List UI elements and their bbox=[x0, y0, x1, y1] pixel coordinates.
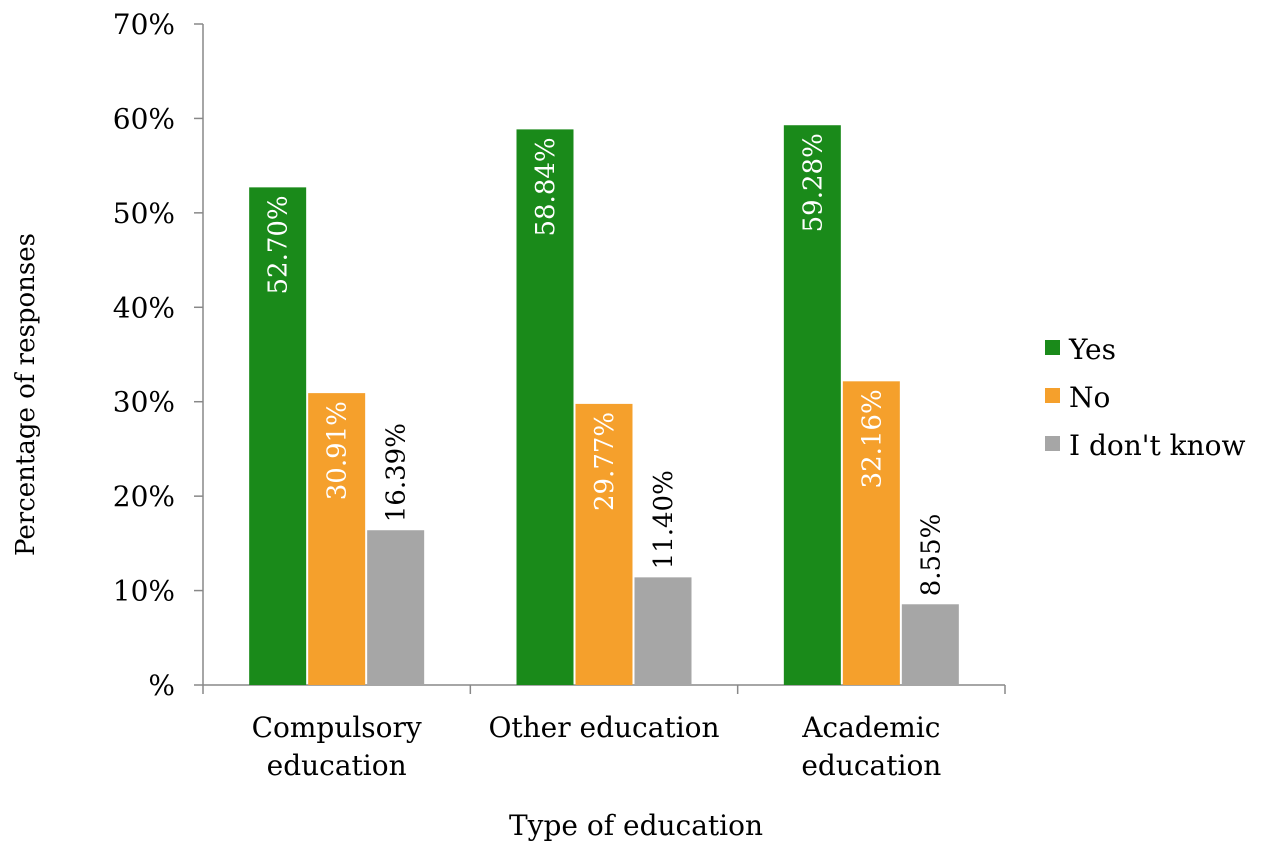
bar-no bbox=[308, 393, 366, 685]
y-axis-title: Percentage of responses bbox=[11, 233, 41, 556]
y-tick-label: 30% bbox=[113, 386, 175, 419]
y-tick-label: 10% bbox=[113, 575, 175, 608]
bar-yes bbox=[516, 129, 574, 686]
legend-swatch bbox=[1045, 388, 1060, 403]
legend-label: No bbox=[1069, 381, 1110, 414]
bar-i-don-t-know bbox=[901, 604, 959, 685]
x-axis: Compulsory education Other education Academ… bbox=[202, 684, 1006, 782]
data-label: 16.39% bbox=[382, 423, 412, 522]
y-tick-label: 40% bbox=[113, 291, 175, 324]
x-tick-label: Compulsory education bbox=[252, 711, 422, 782]
legend-swatch bbox=[1045, 436, 1060, 451]
bar-yes bbox=[249, 187, 307, 685]
legend-swatch bbox=[1045, 340, 1060, 355]
y-tick-label: 70% bbox=[113, 8, 175, 41]
data-label: 58.84% bbox=[531, 137, 561, 236]
legend-label: Yes bbox=[1068, 333, 1116, 366]
data-label: 29.77% bbox=[590, 412, 620, 511]
bars bbox=[249, 125, 959, 686]
x-axis-title: Type of education bbox=[509, 809, 763, 842]
data-label: 30.91% bbox=[323, 401, 353, 500]
y-tick-label: 50% bbox=[113, 197, 175, 230]
legend-label: I don't know bbox=[1069, 429, 1245, 462]
data-labels: 52.70% 30.91% 16.39% 58.84% 29.77% 11.40% 59.2… bbox=[264, 133, 947, 596]
y-tick-label: 20% bbox=[113, 480, 175, 513]
legend: Yes No I don't know bbox=[1045, 333, 1245, 462]
bar-yes bbox=[783, 125, 841, 686]
bar-i-don-t-know bbox=[634, 577, 692, 685]
data-label: 8.55% bbox=[916, 514, 946, 597]
y-tick-label: % bbox=[148, 669, 175, 702]
x-tick-label: Other education bbox=[488, 711, 719, 744]
bar-no bbox=[842, 381, 900, 685]
data-label: 32.16% bbox=[857, 389, 887, 488]
data-label: 59.28% bbox=[798, 133, 828, 232]
y-axis: % 10% 20% 30% 40% 50% 60% 70% bbox=[113, 8, 204, 702]
y-tick-label: 60% bbox=[113, 102, 175, 135]
bar-i-don-t-know bbox=[367, 530, 425, 685]
data-label: 52.70% bbox=[264, 195, 294, 294]
bar-no bbox=[575, 403, 633, 685]
x-tick-label: Academic education bbox=[801, 711, 941, 782]
data-label: 11.40% bbox=[649, 470, 679, 569]
